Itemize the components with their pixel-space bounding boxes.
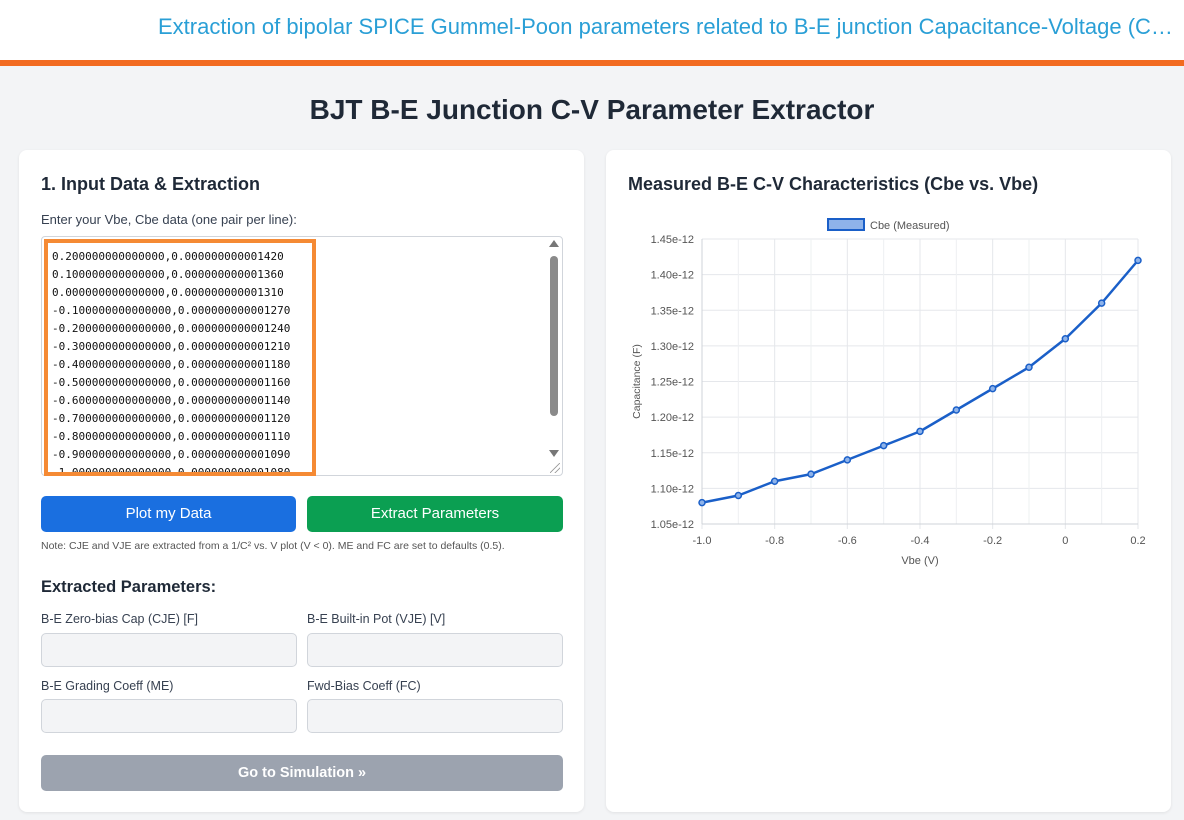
y-tick-label: 1.15e-12 (651, 448, 694, 460)
data-point (879, 441, 888, 450)
x-tick-label: -0.8 (765, 535, 784, 547)
scroll-thumb[interactable] (550, 256, 558, 416)
top-banner: Extraction of bipolar SPICE Gummel-Poon … (0, 0, 1184, 60)
scroll-down-arrow-icon[interactable] (549, 450, 559, 457)
data-point (952, 406, 961, 414)
chart-panel: Measured B-E C-V Characteristics (Cbe vs… (606, 150, 1171, 812)
legend-swatch (827, 218, 865, 231)
data-point (698, 498, 706, 507)
scroll-up-arrow-icon[interactable] (549, 240, 559, 247)
y-axis-title: Capacitance (F) (631, 344, 643, 419)
cje-field[interactable] (41, 633, 297, 667)
y-tick-label: 1.40e-12 (651, 270, 694, 282)
data-point (1061, 335, 1070, 343)
me-label: B-E Grading Coeff (ME) (41, 679, 174, 693)
cv-chart: 1.05e-12 1.10e-12 1.15e-12 1.20e-12 1.25e-12… (631, 218, 1146, 567)
data-input-textarea[interactable]: 0.200000000000000,0.000000000001420 0.10… (41, 236, 563, 476)
input-panel: 1. Input Data & Extraction Enter your Vb… (19, 150, 584, 812)
extract-parameters-button[interactable]: Extract Parameters (307, 496, 563, 532)
extracted-parameters-heading: Extracted Parameters: (41, 578, 217, 596)
cje-label: B-E Zero-bias Cap (CJE) [F] (41, 612, 198, 626)
x-axis-title: Vbe (V) (901, 555, 938, 567)
y-tick-label: 1.25e-12 (651, 377, 694, 389)
banner-title: Extraction of bipolar SPICE Gummel-Poon … (158, 14, 1180, 39)
data-point (807, 470, 815, 478)
vje-field[interactable] (307, 633, 563, 667)
data-point (770, 477, 779, 485)
y-tick-label: 1.05e-12 (651, 519, 694, 531)
vje-label: B-E Built-in Pot (VJE) [V] (307, 612, 446, 626)
y-tick-label: 1.30e-12 (651, 341, 694, 353)
data-point (843, 456, 852, 464)
data-point (1134, 256, 1142, 265)
data-input-label: Enter your Vbe, Cbe data (one pair per l… (41, 212, 297, 227)
page-title: BJT B-E Junction C-V Parameter Extractor (309, 94, 875, 125)
x-tick-label: -0.6 (838, 535, 857, 547)
fc-label: Fwd-Bias Coeff (FC) (307, 679, 421, 693)
x-tick-label: 0.2 (1130, 535, 1145, 547)
data-point (1025, 363, 1033, 371)
accent-divider (0, 60, 1184, 66)
y-tick-label: 1.45e-12 (651, 234, 694, 246)
me-field[interactable] (41, 699, 297, 733)
data-point (1097, 299, 1106, 307)
y-tick-label: 1.10e-12 (651, 483, 694, 495)
y-tick-label: 1.20e-12 (651, 412, 694, 424)
go-to-simulation-button[interactable]: Go to Simulation » (41, 755, 563, 791)
legend-label: Cbe (Measured) (870, 220, 949, 232)
data-point (916, 427, 924, 436)
data-point (734, 491, 743, 500)
input-panel-heading: 1. Input Data & Extraction (41, 174, 261, 194)
data-input-text[interactable]: 0.200000000000000,0.000000000001420 0.10… (52, 250, 291, 474)
data-point (988, 384, 997, 393)
chart-panel-heading: Measured B-E C-V Characteristics (Cbe vs… (628, 174, 1039, 194)
x-tick-label: -1.0 (693, 535, 712, 547)
extraction-note: Note: CJE and VJE are extracted from a 1… (41, 540, 505, 552)
y-tick-label: 1.35e-12 (651, 305, 694, 317)
fc-field[interactable] (307, 699, 563, 733)
plot-data-button[interactable]: Plot my Data (41, 496, 296, 532)
x-tick-label: -0.4 (911, 535, 930, 547)
x-tick-label: -0.2 (983, 535, 1002, 547)
textarea-scrollbar[interactable] (548, 240, 560, 462)
x-tick-label: 0 (1062, 535, 1068, 547)
resize-grip-icon[interactable] (550, 463, 560, 473)
